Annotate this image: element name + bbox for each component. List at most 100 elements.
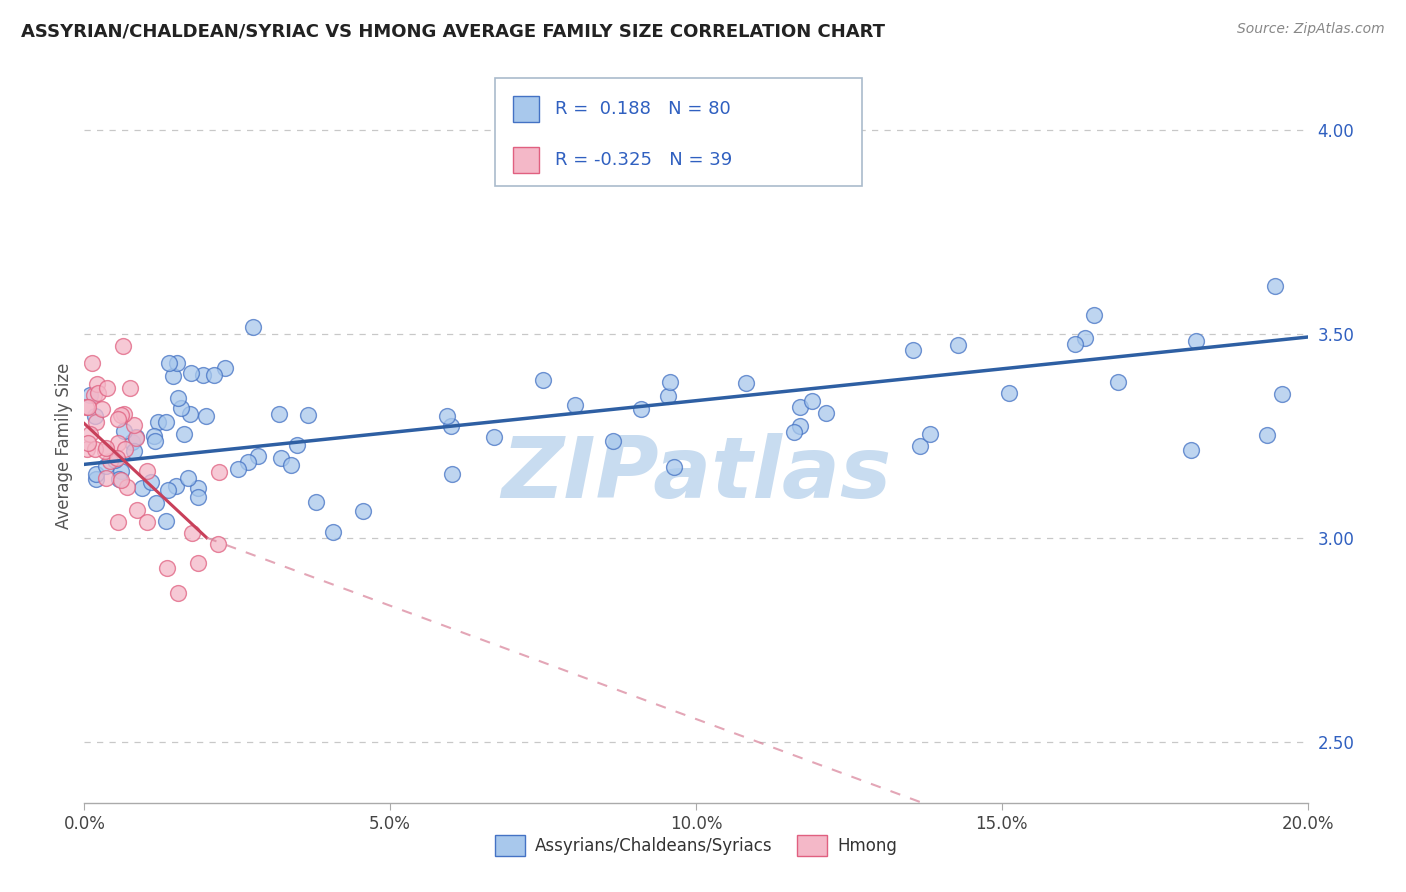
Point — [145, 495, 167, 509]
Point — [167, 586, 190, 600]
Point — [83, 388, 105, 402]
Point — [789, 418, 811, 433]
Point — [155, 415, 177, 429]
Point — [920, 426, 942, 441]
Point — [80, 356, 103, 370]
Point — [77, 400, 100, 414]
Point — [1063, 336, 1085, 351]
Point — [112, 424, 135, 438]
Point — [352, 504, 374, 518]
Point — [86, 472, 108, 486]
Point — [77, 435, 100, 450]
Point — [1107, 375, 1129, 389]
Point — [167, 392, 190, 406]
Point — [173, 426, 195, 441]
Point — [139, 475, 162, 489]
Point — [789, 400, 811, 414]
Point — [285, 438, 308, 452]
Point — [84, 415, 107, 429]
Legend: Assyrians/Chaldeans/Syriacs, Hmong: Assyrians/Chaldeans/Syriacs, Hmong — [488, 829, 904, 863]
Text: ZIPatlas: ZIPatlas — [501, 433, 891, 516]
Point — [1264, 279, 1286, 293]
Point — [107, 515, 129, 529]
Point — [214, 361, 236, 376]
Point — [108, 472, 131, 486]
Point — [162, 368, 184, 383]
Point — [114, 442, 136, 456]
Point — [186, 490, 208, 504]
Point — [124, 418, 146, 433]
Point — [903, 343, 925, 357]
Point — [910, 439, 932, 453]
Point — [440, 467, 463, 482]
Point — [322, 524, 344, 539]
Point — [170, 401, 193, 415]
Point — [564, 398, 586, 412]
Point — [297, 408, 319, 422]
Point — [146, 415, 169, 429]
Point — [187, 481, 209, 495]
Point — [187, 556, 209, 570]
Point — [247, 449, 270, 463]
Point — [104, 453, 127, 467]
Y-axis label: Average Family Size: Average Family Size — [55, 363, 73, 529]
Point — [630, 401, 652, 416]
Point — [280, 458, 302, 472]
Point — [236, 455, 259, 469]
Point — [107, 436, 129, 450]
Point — [440, 418, 463, 433]
Point — [91, 401, 114, 416]
Point — [115, 480, 138, 494]
Point — [83, 442, 105, 456]
Point — [662, 460, 685, 475]
Point — [657, 389, 679, 403]
Point — [110, 408, 132, 422]
Point — [83, 409, 105, 423]
Point — [79, 427, 101, 442]
Point — [1185, 334, 1208, 348]
Point — [87, 386, 110, 401]
Point — [436, 409, 458, 423]
Point — [997, 386, 1019, 401]
Point — [1073, 331, 1095, 345]
Point — [136, 464, 159, 478]
Text: R =  0.188   N = 80: R = 0.188 N = 80 — [555, 100, 731, 118]
Point — [1180, 442, 1202, 457]
Point — [79, 388, 101, 402]
Point — [305, 495, 328, 509]
Point — [226, 461, 249, 475]
Point — [267, 407, 290, 421]
Point — [208, 466, 231, 480]
Point — [131, 482, 153, 496]
Point — [242, 319, 264, 334]
Point — [166, 356, 188, 370]
Point — [94, 441, 117, 455]
Point — [143, 429, 166, 443]
Point — [1083, 308, 1105, 322]
Point — [948, 338, 970, 352]
Point — [75, 400, 97, 414]
Point — [98, 454, 121, 468]
Point — [110, 464, 132, 478]
Point — [602, 434, 624, 448]
Point — [84, 467, 107, 482]
Point — [735, 376, 758, 390]
Point — [165, 479, 187, 493]
Point — [125, 430, 148, 444]
Text: Source: ZipAtlas.com: Source: ZipAtlas.com — [1237, 22, 1385, 37]
Point — [107, 450, 129, 465]
Point — [202, 368, 225, 382]
Point — [814, 406, 837, 420]
Point — [112, 407, 135, 421]
Point — [93, 444, 115, 458]
Point — [111, 339, 134, 353]
Text: ASSYRIAN/CHALDEAN/SYRIAC VS HMONG AVERAGE FAMILY SIZE CORRELATION CHART: ASSYRIAN/CHALDEAN/SYRIAC VS HMONG AVERAG… — [21, 22, 886, 40]
Point — [156, 561, 179, 575]
Point — [110, 474, 132, 488]
Point — [155, 514, 177, 528]
Point — [157, 356, 180, 370]
Point — [86, 376, 108, 391]
Point — [135, 516, 157, 530]
Point — [783, 425, 806, 440]
Point — [121, 434, 143, 449]
